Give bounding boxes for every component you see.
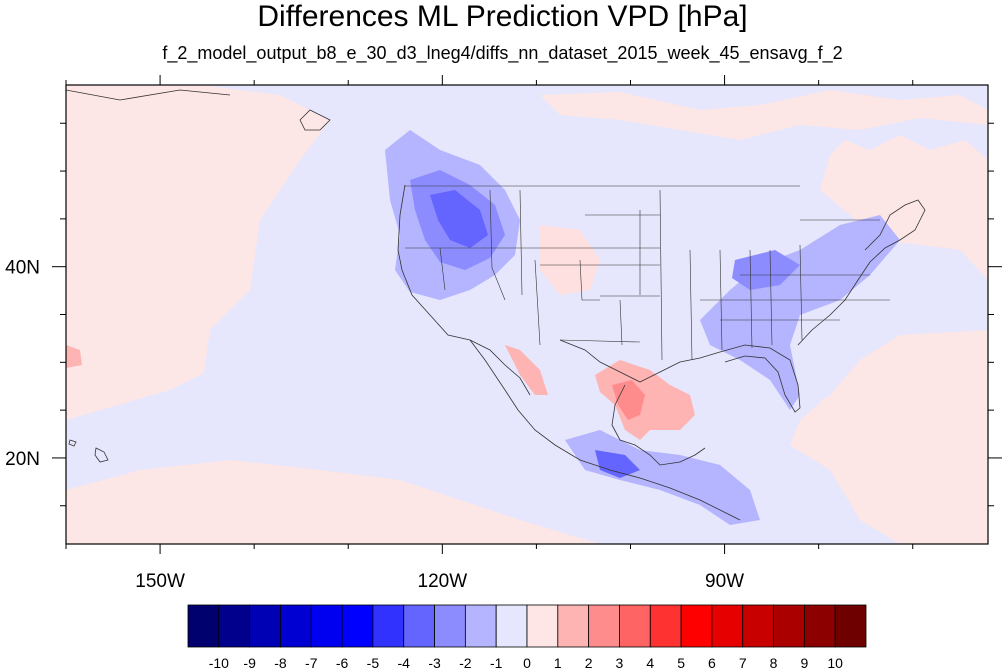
colorbar-label: 1 xyxy=(554,655,562,671)
vpd-field xyxy=(66,85,988,544)
colorbar-swatch xyxy=(341,604,374,648)
colorbar-label: -5 xyxy=(367,655,380,671)
colorbar-label: -8 xyxy=(274,655,287,671)
map-subtitle: f_2_model_output_b8_e_30_d3_lneg4/diffs_… xyxy=(162,43,843,63)
colorbar-label: 3 xyxy=(616,655,624,671)
map-panel: 150W 120W 90W 40N 20N xyxy=(5,75,1002,592)
colorbar-label: 4 xyxy=(646,655,654,671)
colorbar-swatch xyxy=(526,604,559,648)
colorbar-swatch xyxy=(464,604,497,648)
tick-marks xyxy=(52,75,1002,554)
colorbar-swatch xyxy=(187,604,220,648)
colorbar-swatch xyxy=(372,604,405,648)
positive-region-atlantic xyxy=(820,345,988,520)
colorbar-swatch xyxy=(742,604,774,648)
colorbar-swatch xyxy=(680,604,713,648)
colorbar-label: 0 xyxy=(523,655,531,671)
positive-anomaly-baja xyxy=(505,345,548,395)
colorbar-swatch xyxy=(495,604,528,648)
colorbar-swatch xyxy=(803,604,836,648)
positive-region-north xyxy=(540,90,988,140)
y-tick-label: 40N xyxy=(5,258,40,279)
colorbar-labels: -10 -9 -8 -7 -6 -5 -4 -3 -2 -1 0 1 2 3 4 5 6 7 8 9 10 xyxy=(209,655,843,671)
colorbar-swatch xyxy=(773,604,805,648)
colorbar-label: 7 xyxy=(739,655,747,671)
positive-region-south xyxy=(66,460,600,544)
colorbar-label: -7 xyxy=(305,655,318,671)
colorbar-swatch xyxy=(310,604,343,648)
negative-anomaly-northwest-deep xyxy=(430,190,488,248)
colorbar-swatch xyxy=(834,604,867,648)
state-borders xyxy=(405,185,890,361)
y-tick-label: 20N xyxy=(5,449,40,470)
colorbar-swatch xyxy=(711,604,744,648)
positive-anomaly-texas-gulf xyxy=(595,360,695,440)
colorbar-swatch xyxy=(280,604,312,648)
colorbar-swatch xyxy=(557,604,590,648)
colorbar-swatch xyxy=(403,604,435,648)
tick-labels: 150W 120W 90W 40N 20N xyxy=(5,258,744,592)
x-tick-label: 120W xyxy=(418,571,468,592)
colorbar-label: 9 xyxy=(800,655,808,671)
colorbar xyxy=(187,604,867,648)
coastlines xyxy=(66,89,926,521)
colorbar-label: -6 xyxy=(336,655,349,671)
colorbar-label: -1 xyxy=(490,655,503,671)
positive-anomaly-pacific-edge xyxy=(66,345,82,368)
colorbar-label: -10 xyxy=(209,655,229,671)
colorbar-swatch xyxy=(619,604,651,648)
colorbar-label: 10 xyxy=(827,655,843,671)
colorbar-label: 6 xyxy=(708,655,716,671)
colorbar-label: 5 xyxy=(677,655,685,671)
colorbar-swatch xyxy=(588,604,620,648)
colorbar-label: 2 xyxy=(585,655,593,671)
negative-anomaly-east xyxy=(700,215,900,410)
colorbar-swatch xyxy=(249,604,281,648)
x-tick-label: 90W xyxy=(705,571,744,592)
colorbar-swatch xyxy=(649,604,682,648)
map-title: Differences ML Prediction VPD [hPa] xyxy=(257,0,748,33)
positive-anomaly-southwest xyxy=(540,225,600,295)
colorbar-swatch xyxy=(218,604,251,648)
colorbar-label: -4 xyxy=(398,655,411,671)
x-tick-label: 150W xyxy=(135,571,185,592)
colorbar-label: -3 xyxy=(428,655,441,671)
colorbar-label: -9 xyxy=(243,655,256,671)
colorbar-label: 8 xyxy=(770,655,778,671)
positive-anomaly-texas-core xyxy=(612,380,645,420)
negative-anomaly-central-america-core xyxy=(595,450,640,478)
colorbar-swatch xyxy=(434,604,466,648)
colorbar-label: -2 xyxy=(459,655,472,671)
negative-anomaly-east-core xyxy=(732,250,800,290)
